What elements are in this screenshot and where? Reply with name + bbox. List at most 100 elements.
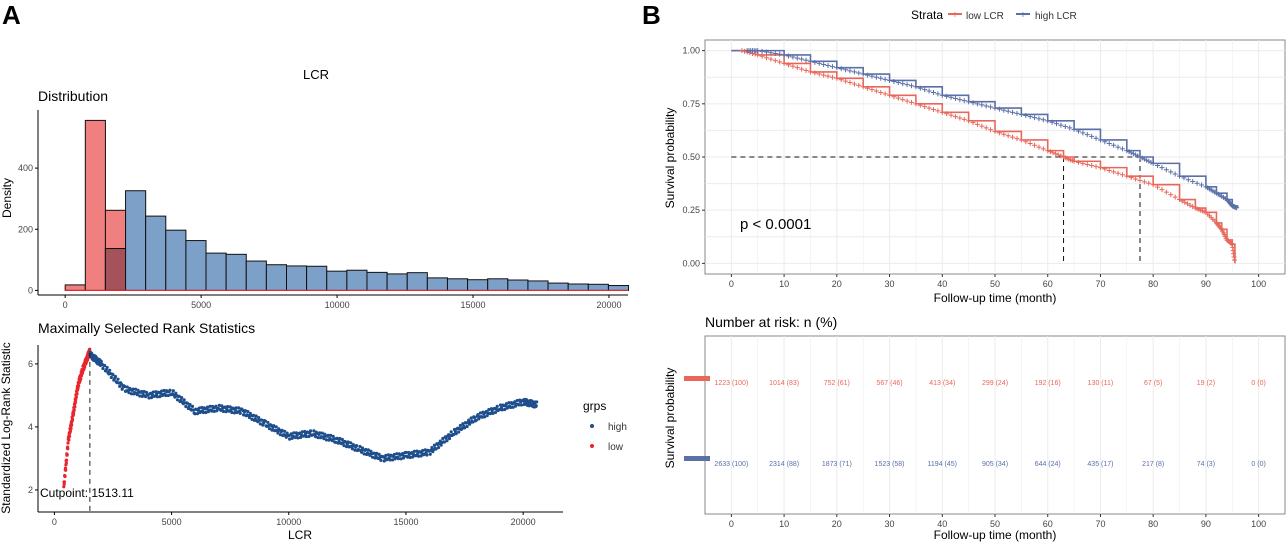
km-censor-1 xyxy=(1084,132,1090,138)
km-chart: Strata + low LCR + high LCR 0.00 0.25 0.50… xyxy=(663,8,1286,305)
km-censor-1 xyxy=(768,50,774,56)
maxstat-point-high xyxy=(171,389,175,393)
km-censor-0 xyxy=(847,80,853,86)
km-censor-1 xyxy=(983,103,989,109)
maxstat-point-high xyxy=(406,455,410,459)
km-censor-1 xyxy=(812,59,818,65)
high-bar xyxy=(426,277,448,291)
km-legend-high-plus: + xyxy=(1020,10,1026,21)
maxstat-point-high xyxy=(322,437,326,441)
maxstat-point-high xyxy=(342,443,346,448)
km-censor-0 xyxy=(816,71,822,77)
km-censor-1 xyxy=(887,77,893,83)
km-censor-1 xyxy=(865,72,871,78)
maxstat-point-high xyxy=(134,387,138,391)
risk-cell: 299 (24) xyxy=(982,380,1008,387)
maxstat-point-high xyxy=(103,363,107,368)
km-censor-0 xyxy=(869,87,875,93)
maxstat-point-high xyxy=(375,451,379,455)
maxstat-point-high xyxy=(334,440,338,444)
km-censor-0 xyxy=(1023,139,1029,145)
maxstat-point-high xyxy=(180,395,184,400)
maxstat-point-high xyxy=(296,436,300,440)
maxstat-point-high xyxy=(412,449,416,454)
y-tick-label: 2 xyxy=(28,485,33,495)
maxstat-point-high xyxy=(503,407,507,412)
km-censor-0 xyxy=(1184,201,1190,207)
km-legend-low-plus: + xyxy=(952,10,958,21)
maxstat-point-high xyxy=(370,455,375,459)
high-bar xyxy=(165,229,187,291)
km-censor-1 xyxy=(1023,113,1029,119)
km-censor-1 xyxy=(1137,154,1143,160)
km-censor-1 xyxy=(1128,150,1134,156)
maxstat-point-high xyxy=(425,453,429,457)
maxstat-point-high xyxy=(177,394,181,398)
maxstat-point-high xyxy=(224,410,228,414)
km-censor-1 xyxy=(1111,142,1117,148)
km-censor-0 xyxy=(1036,144,1042,150)
maxstat-point-high xyxy=(408,455,412,460)
km-censor-1 xyxy=(803,57,809,63)
km-censor-1 xyxy=(1027,114,1033,120)
km-censor-0 xyxy=(1018,137,1024,143)
risk-row-low-marker xyxy=(684,376,710,381)
km-censor-0 xyxy=(1053,151,1059,157)
maxstat-point-high xyxy=(204,410,208,415)
maxstat-point-high xyxy=(252,413,256,417)
km-censor-0 xyxy=(1040,146,1046,152)
maxstat-point-high xyxy=(234,406,238,410)
maxstat-point-high xyxy=(452,432,456,437)
km-censor-1 xyxy=(1168,169,1174,175)
maxstat-point-high xyxy=(292,431,296,435)
x-tick-label: 60 xyxy=(1043,279,1053,289)
km-censor-1 xyxy=(873,74,879,80)
km-censor-0 xyxy=(1146,180,1152,186)
maxstat-point-high xyxy=(99,359,103,364)
km-legend-high-label: high LCR xyxy=(1035,11,1077,22)
km-censor-0 xyxy=(1058,153,1064,159)
km-censor-1 xyxy=(1014,110,1020,116)
km-legend-title: Strata xyxy=(911,8,943,22)
maxstat-point-high xyxy=(318,431,322,435)
high-bar xyxy=(185,240,207,291)
maxstat-point-high xyxy=(458,423,462,428)
maxstat-point-high xyxy=(483,415,487,419)
high-bar xyxy=(467,279,489,291)
distribution-supertitle: LCR xyxy=(303,67,329,82)
y-tick-label: 400 xyxy=(18,163,33,173)
km-censor-1 xyxy=(1185,177,1191,183)
maxstat-point-high xyxy=(214,404,218,408)
maxstat-point-high xyxy=(266,420,270,425)
maxstat-point-high xyxy=(118,384,122,388)
x-tick-label: 90 xyxy=(1201,279,1211,289)
high-bar xyxy=(265,264,288,291)
maxstat-point-high xyxy=(449,430,453,434)
high-bar xyxy=(527,280,549,291)
maxstat-point-low xyxy=(67,438,71,442)
maxstat-point-high xyxy=(232,411,236,415)
km-censor-0 xyxy=(900,97,906,103)
km-censor-1 xyxy=(948,94,954,100)
maxstat-point-high xyxy=(366,448,370,452)
risk-cell: 413 (34) xyxy=(929,380,955,387)
risk-cell: 1014 (83) xyxy=(769,380,799,387)
maxstat-point-high xyxy=(354,443,359,448)
maxstat-point-high xyxy=(349,441,353,445)
maxstat-point-high xyxy=(340,437,344,442)
km-censor-0 xyxy=(821,72,827,78)
km-censor-1 xyxy=(1124,148,1130,154)
maxstat-point-high xyxy=(164,393,168,398)
x-tick-label: 0 xyxy=(52,517,57,527)
km-censor-0 xyxy=(755,52,761,58)
maxstat-point-high xyxy=(101,366,105,371)
km-censor-1 xyxy=(1163,167,1169,173)
risk-cell: 2314 (88) xyxy=(769,461,799,468)
km-censor-0 xyxy=(961,116,967,122)
risk-table-ylabel: Survival probability xyxy=(663,368,677,469)
high-bar xyxy=(386,273,408,291)
maxstat-point-high xyxy=(329,433,333,437)
km-censor-0 xyxy=(939,109,945,115)
km-censor-1 xyxy=(1135,153,1141,159)
maxstat-point-high xyxy=(113,374,118,379)
